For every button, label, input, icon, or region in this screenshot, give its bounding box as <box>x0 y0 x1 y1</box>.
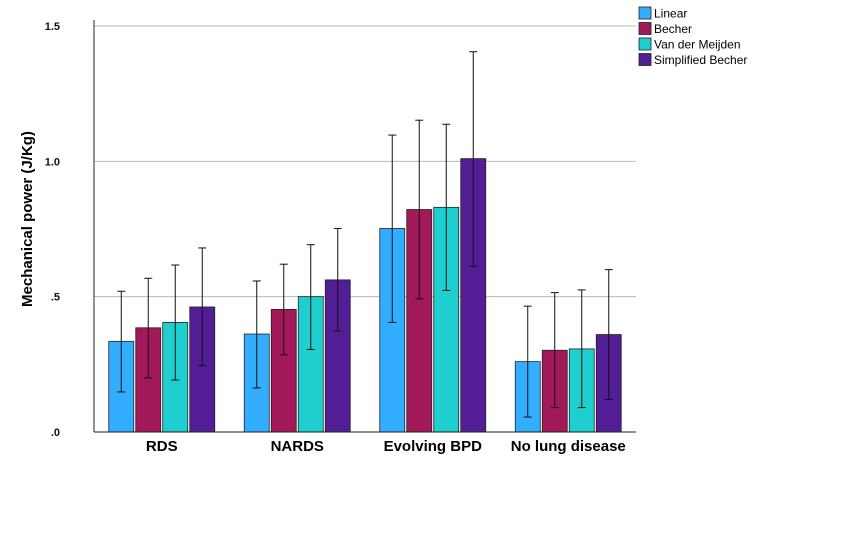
y-tick-label: 1.5 <box>45 21 60 33</box>
legend-swatch <box>638 6 652 20</box>
legend-swatch <box>638 22 652 35</box>
x-category-label: Evolving BPD <box>384 438 483 455</box>
gridlines <box>94 25 636 298</box>
error-bars <box>117 51 613 418</box>
x-category-label: RDS <box>146 438 178 455</box>
legend-swatch <box>638 53 652 66</box>
bars <box>108 158 622 433</box>
axes: .0 .5 1.0 1.5 RDS NARDS Evolving BPD No lung di… <box>45 20 636 455</box>
x-category-label: No lung disease <box>511 438 626 455</box>
legend-label: Linear <box>654 7 687 21</box>
legend-label: Van der Meijden <box>654 38 741 52</box>
y-tick-label: .0 <box>51 427 60 439</box>
legend-label: Becher <box>654 22 692 36</box>
y-axis-title: Mechanical power (J/Kg) <box>19 131 36 307</box>
legend-swatch <box>638 37 652 51</box>
y-tick-label: 1.0 <box>45 156 60 168</box>
y-tick-label: .5 <box>51 292 60 304</box>
legend-label: Simplified Becher <box>654 53 747 67</box>
x-category-label: NARDS <box>271 438 324 455</box>
